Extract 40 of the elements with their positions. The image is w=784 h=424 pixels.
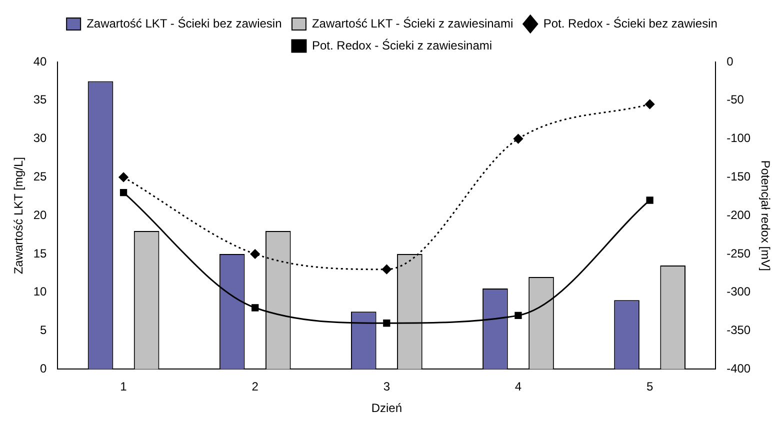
y-tick-label: 35: [33, 92, 48, 107]
point: [382, 264, 392, 274]
y2-tick-label: 0: [726, 54, 734, 68]
y-tick-label: 15: [33, 246, 48, 260]
y2-tick-label: -400: [726, 362, 751, 376]
x-tick-label: 2: [252, 380, 259, 394]
y-tick-label: 30: [33, 131, 48, 146]
y2-tick-label: -200: [726, 208, 751, 222]
y2-tick-label: -50: [726, 92, 744, 107]
y2-tick-label: -300: [726, 284, 751, 299]
y-tick-label: 20: [33, 208, 48, 222]
legend-label: Pot. Redox - Ścieki bez zawiesin: [543, 16, 718, 30]
legend-label: Zawartość LKT - Ścieki bez zawiesin: [86, 16, 282, 30]
y2-tick-label: -250: [726, 246, 751, 260]
y-tick-label: 40: [33, 54, 48, 68]
point: [120, 188, 128, 196]
y-tick-label: 25: [33, 170, 48, 184]
y2-axis-title: Potencjał redox [mV]: [758, 160, 772, 271]
x-axis-title: Dzień: [371, 401, 402, 416]
x-tick-label: 3: [383, 380, 390, 394]
legend-label: Zawartość LKT - Ścieki z zawiesinami: [312, 16, 514, 30]
y-tick-label: 0: [40, 362, 48, 376]
point: [118, 172, 128, 182]
point: [513, 134, 523, 144]
y2-tick-label: -350: [726, 323, 751, 338]
point: [252, 304, 259, 312]
y-tick-label: 5: [40, 323, 48, 338]
x-tick-label: 4: [514, 380, 522, 394]
y2-tick-label: -150: [726, 170, 751, 184]
point: [645, 99, 655, 109]
x-tick-label: 5: [646, 380, 654, 394]
y-tick-label: 10: [33, 284, 48, 299]
y2-tick-label: -100: [726, 131, 751, 146]
legend-label: Pot. Redox - Ścieki z zawiesinami: [312, 38, 492, 52]
point: [250, 249, 260, 259]
point: [646, 196, 654, 204]
point: [514, 312, 522, 320]
x-tick-label: 1: [120, 380, 128, 394]
point: [383, 320, 390, 327]
y-axis-title: Zawartość LKT [mg/L]: [12, 157, 26, 274]
